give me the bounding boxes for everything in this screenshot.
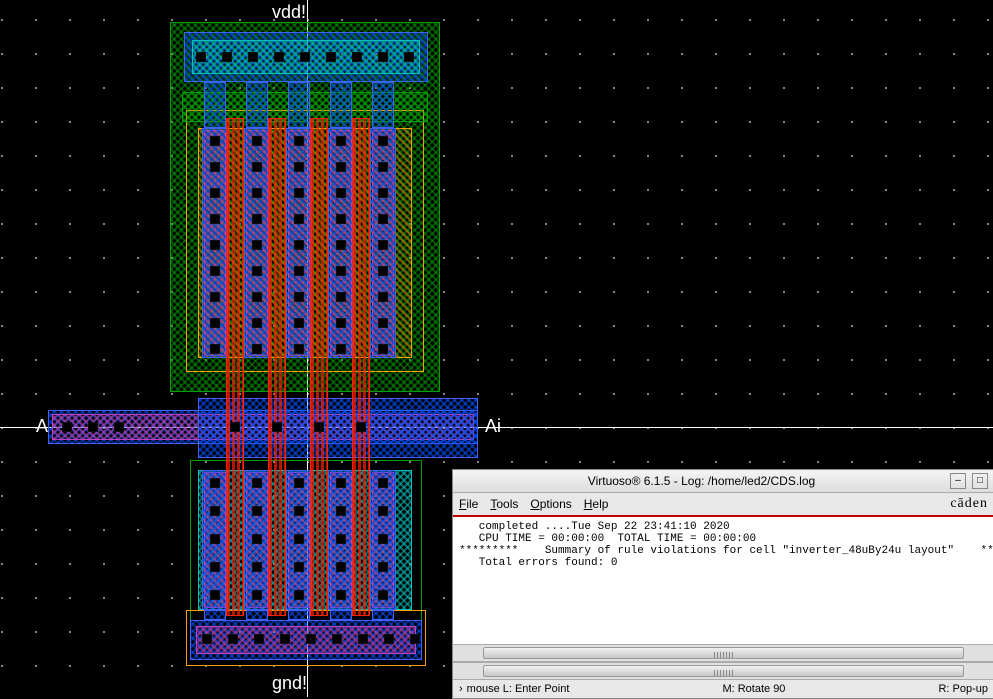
scrollbar-thumb-2[interactable]	[483, 665, 964, 677]
menu-file-rest: ile	[466, 497, 478, 511]
minimize-button[interactable]: –	[950, 473, 966, 489]
net-label-a: A	[36, 416, 48, 437]
net-label-vdd: vdd!	[272, 2, 306, 23]
menu-help-rest: elp	[592, 497, 608, 511]
ciw-title: Virtuoso® 6.1.5 - Log: /home/led2/CDS.lo…	[459, 474, 944, 488]
menu-help[interactable]: Help	[584, 497, 609, 511]
menu-options-rest: ptions	[540, 497, 572, 511]
ciw-window[interactable]: Virtuoso® 6.1.5 - Log: /home/led2/CDS.lo…	[452, 469, 993, 699]
status-arrow-icon: ›	[459, 683, 463, 695]
poly-gate	[226, 118, 244, 616]
ciw-hscrollbar[interactable]	[453, 644, 993, 662]
poly-gate	[310, 118, 328, 616]
status-left: mouse L: Enter Point	[467, 683, 570, 695]
net-label-ai: Ai	[485, 416, 501, 437]
status-middle: M: Rotate 90	[722, 683, 785, 695]
poly-gate	[352, 118, 370, 616]
menu-options[interactable]: Options	[530, 497, 571, 511]
maximize-button[interactable]: □	[972, 473, 988, 489]
menu-file[interactable]: File	[459, 497, 478, 511]
ciw-titlebar[interactable]: Virtuoso® 6.1.5 - Log: /home/led2/CDS.lo…	[453, 470, 993, 493]
poly-gate	[268, 118, 286, 616]
net-label-gnd: gnd!	[272, 673, 307, 694]
ciw-input-area[interactable]	[453, 662, 993, 679]
ciw-menubar: File Tools Options Help cāden	[453, 493, 993, 517]
ciw-statusbar: › mouse L: Enter Point M: Rotate 90 R: P…	[453, 679, 993, 698]
menu-tools-rest: ools	[496, 497, 518, 511]
brand-logo: cāden	[950, 496, 988, 512]
ciw-log[interactable]: completed ....Tue Sep 22 23:41:10 2020 C…	[453, 517, 993, 644]
menu-tools[interactable]: Tools	[490, 497, 518, 511]
status-right: R: Pop-up	[938, 683, 988, 695]
scrollbar-thumb[interactable]	[483, 647, 964, 659]
